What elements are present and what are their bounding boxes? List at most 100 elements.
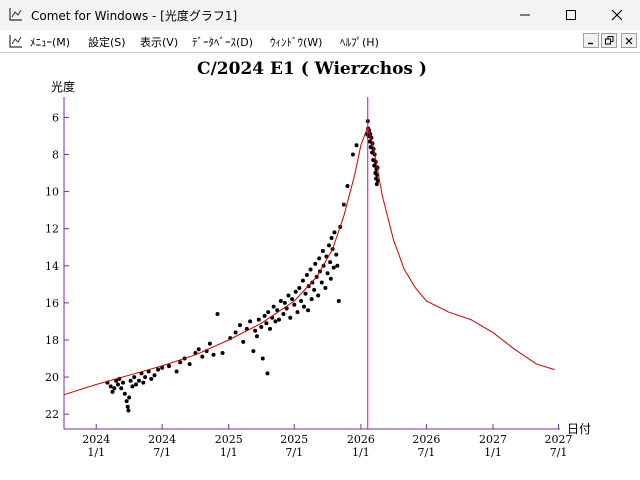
observation-point	[262, 313, 267, 318]
axes	[63, 97, 560, 430]
close-button[interactable]	[594, 0, 640, 30]
minimize-button[interactable]	[502, 0, 548, 30]
child-restore-button[interactable]	[601, 33, 617, 48]
observation-point	[115, 382, 120, 387]
maximize-button[interactable]	[548, 0, 594, 30]
x-tick-label-year: 2024	[148, 433, 176, 446]
observation-point	[128, 378, 133, 383]
observation-point	[278, 299, 283, 304]
observation-point	[295, 310, 300, 315]
observation-point	[207, 341, 212, 346]
observation-point	[132, 375, 137, 380]
y-tick-label: 18	[45, 334, 59, 347]
observation-point	[166, 363, 171, 368]
observation-point	[215, 312, 220, 317]
observation-point	[220, 350, 225, 355]
child-minimize-button[interactable]	[583, 33, 599, 48]
observation-point	[211, 352, 216, 357]
menu-settings[interactable]: 設定(S)	[88, 36, 126, 49]
observation-point	[312, 287, 317, 292]
x-tick-label-date: 1/1	[484, 446, 502, 459]
y-tick-label: 12	[45, 223, 59, 236]
observation-point	[300, 278, 305, 283]
close-icon	[611, 9, 623, 21]
x-tick-label-date: 7/1	[550, 446, 568, 459]
observation-point	[273, 319, 278, 324]
minimize-icon	[588, 42, 593, 44]
observation-point	[319, 280, 324, 285]
x-ticks: 20241/120247/120251/120257/120261/120267…	[82, 424, 573, 459]
y-tick-label: 16	[45, 297, 59, 310]
observation-point	[277, 317, 282, 322]
observation-point	[282, 300, 287, 305]
observation-point	[260, 356, 265, 361]
observation-point	[331, 265, 336, 270]
x-tick-label-year: 2027	[545, 433, 573, 446]
y-axis-label: 光度	[51, 79, 75, 94]
menu-help[interactable]: ﾍﾙﾌﾟ(H)	[340, 36, 379, 49]
x-axis-label: 日付	[567, 422, 591, 436]
x-tick-label-year: 2024	[82, 433, 110, 446]
menu-window[interactable]: ｳｨﾝﾄﾞｳ(W)	[270, 36, 323, 49]
observation-point	[367, 139, 372, 144]
observation-point	[149, 376, 154, 381]
observation-point	[328, 276, 333, 281]
observation-point	[174, 369, 179, 374]
observation-point	[160, 365, 165, 370]
observation-point	[156, 367, 161, 372]
observation-point	[143, 375, 148, 380]
observation-point	[341, 202, 346, 207]
observation-point	[271, 304, 276, 309]
observation-point	[237, 323, 242, 328]
predicted-curve-line	[63, 125, 555, 396]
menu-database[interactable]: ﾃﾞｰﾀﾍﾞｰｽ(D)	[192, 36, 254, 49]
x-tick-label-year: 2027	[479, 433, 507, 446]
observation-point	[152, 373, 157, 378]
observation-point	[114, 378, 119, 383]
observation-point	[334, 252, 339, 257]
observation-point	[302, 304, 307, 309]
observation-point	[323, 286, 328, 291]
observation-point	[329, 235, 334, 240]
y-tick-label: 8	[52, 148, 59, 161]
menu-menu[interactable]: ﾒﾆｭｰ(M)	[30, 36, 71, 49]
x-tick-label-date: 1/1	[352, 446, 370, 459]
observation-point	[328, 260, 333, 265]
observation-point	[345, 184, 350, 189]
predicted-curve	[63, 125, 555, 396]
chart-document-icon[interactable]	[9, 34, 23, 48]
x-tick-label-date: 7/1	[153, 446, 171, 459]
title-bar: Comet for Windows - [光度グラフ1]	[0, 0, 640, 30]
menu-bar: ﾒﾆｭｰ(M) 設定(S) 表示(V) ﾃﾞｰﾀﾍﾞｰｽ(D) ｳｨﾝﾄﾞｳ(W…	[0, 30, 640, 53]
observation-point	[124, 399, 129, 404]
observation-point	[268, 326, 273, 331]
close-icon	[625, 37, 633, 44]
y-tick-label: 14	[45, 260, 59, 273]
menu-view[interactable]: 表示(V)	[140, 36, 179, 49]
observation-point	[293, 289, 298, 294]
y-tick-label: 10	[45, 186, 59, 199]
observation-point	[121, 380, 126, 385]
observation-point	[256, 317, 261, 322]
observation-point	[303, 291, 308, 296]
observation-point	[286, 293, 291, 298]
child-close-button[interactable]	[621, 33, 637, 48]
observation-point	[125, 404, 130, 409]
observation-point	[254, 334, 259, 339]
chart-title: C/2024 E1 ( Wierzchos )	[197, 59, 427, 79]
y-tick-label: 22	[45, 408, 59, 421]
observation-point	[200, 354, 205, 359]
observation-point	[368, 145, 373, 150]
observation-point	[136, 378, 141, 383]
observation-point	[292, 302, 297, 307]
observation-point	[233, 330, 238, 335]
observation-point	[259, 324, 264, 329]
observation-point	[288, 315, 293, 320]
restore-icon	[604, 36, 613, 45]
minimize-icon	[520, 14, 530, 16]
observation-point	[290, 297, 295, 302]
observation-point	[308, 267, 313, 272]
observation-point	[264, 321, 269, 326]
observation-point	[299, 299, 304, 304]
chart-icon	[9, 8, 22, 21]
